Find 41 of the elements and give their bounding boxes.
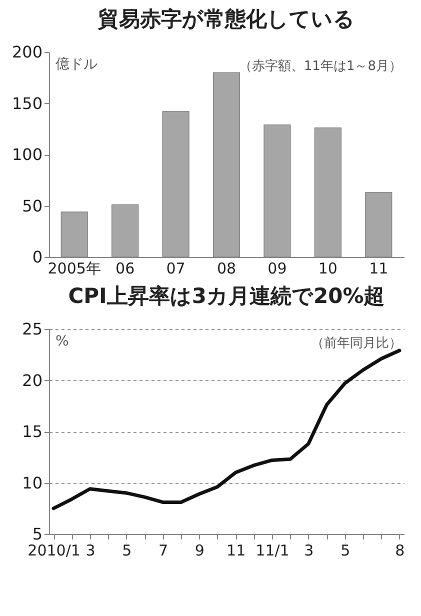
y-tick-label: 10 [22, 473, 42, 492]
x-tick-label: 10 [318, 260, 338, 278]
x-tick-label: 7 [158, 542, 168, 560]
annotation: （前年同月比） [311, 336, 402, 351]
bar [264, 124, 291, 258]
x-tick-label: 11/1 [256, 542, 290, 560]
bar [314, 128, 342, 258]
x-tick-label: 5 [122, 542, 132, 560]
y-axis-title: 億ドル [56, 56, 98, 72]
x-tick-label: 3 [86, 542, 96, 560]
x-tick-label: 06 [116, 260, 135, 278]
bar [60, 212, 88, 258]
bar [162, 111, 190, 258]
bar [212, 72, 240, 258]
bar [365, 192, 392, 258]
y-tick-label: 100 [12, 145, 42, 164]
line-series [52, 348, 402, 510]
x-tick-label: 9 [194, 542, 204, 560]
y-tick-label: 5 [32, 524, 42, 544]
annotation: （赤字額、11年は1～8月） [238, 58, 402, 74]
y-tick-label: 0 [32, 248, 42, 266]
x-tick-label: 5 [340, 542, 350, 560]
bar [112, 204, 139, 258]
x-tick-label: 8 [395, 542, 405, 560]
x-tick-label: 09 [268, 260, 287, 278]
y-tick-label: 20 [22, 370, 42, 390]
x-tick-label: 08 [216, 260, 236, 278]
y-tick-label: 150 [12, 94, 42, 113]
x-tick-label: 2005年 [48, 260, 101, 278]
y-tick-label: 15 [22, 422, 42, 441]
x-tick-label: 07 [166, 260, 186, 278]
x-tick-label: 11 [226, 542, 246, 560]
x-tick-label: 2010/1 [28, 542, 80, 560]
y-tick-label: 25 [22, 320, 42, 338]
y-tick-label: 50 [22, 196, 42, 216]
x-tick-label: 3 [304, 542, 314, 560]
y-tick-label: 200 [12, 42, 42, 62]
y-axis-title: % [56, 334, 69, 350]
chart-title: 貿易赤字が常態化している [97, 7, 355, 31]
x-tick-label: 11 [369, 260, 388, 278]
chart-title: CPI上昇率は3カ月連続で20%超 [68, 284, 385, 308]
